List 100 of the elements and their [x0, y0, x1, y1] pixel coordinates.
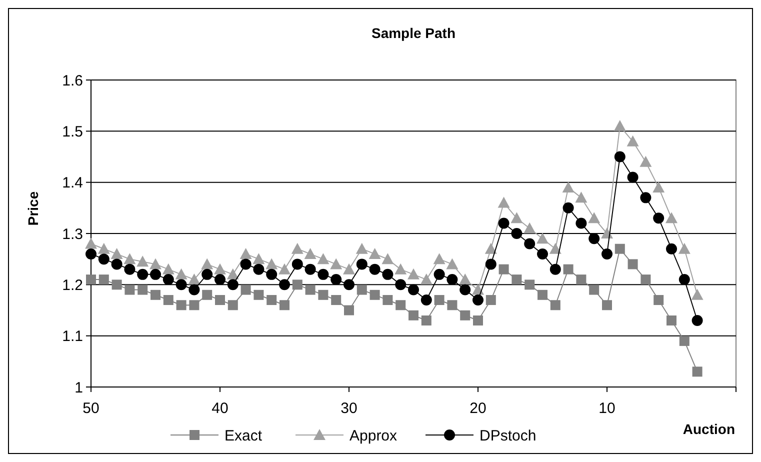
point — [408, 310, 418, 320]
point — [678, 274, 690, 286]
point — [291, 242, 304, 254]
point — [614, 244, 625, 254]
point — [576, 218, 587, 229]
point — [382, 295, 393, 306]
point — [150, 290, 160, 300]
y-tick-label: 1 — [74, 379, 83, 396]
point — [408, 284, 419, 296]
point — [215, 295, 225, 306]
point — [86, 274, 96, 285]
point — [368, 248, 381, 259]
point — [98, 274, 109, 285]
point — [304, 264, 316, 275]
point — [459, 274, 472, 285]
point — [214, 274, 226, 286]
point — [214, 263, 226, 274]
point — [292, 258, 303, 270]
point — [576, 274, 586, 285]
point — [369, 264, 380, 275]
point — [524, 280, 535, 290]
point — [138, 284, 148, 295]
point — [653, 212, 664, 224]
point — [292, 280, 302, 290]
point — [318, 268, 329, 280]
point — [420, 274, 432, 285]
point — [266, 295, 277, 306]
point — [163, 295, 174, 306]
point — [356, 258, 368, 270]
chart-title: Sample Path — [371, 25, 456, 41]
point — [498, 264, 509, 274]
x-tick-label: 20 — [470, 400, 486, 417]
y-axis-title: Price — [25, 191, 41, 226]
point — [666, 315, 676, 326]
legend-label: Exact — [224, 427, 263, 444]
point — [202, 290, 212, 300]
point — [124, 253, 136, 264]
point — [85, 238, 97, 249]
point — [330, 274, 342, 286]
point — [420, 294, 432, 306]
point — [98, 254, 110, 265]
point — [408, 268, 420, 280]
legend-label: DPstoch — [480, 427, 536, 444]
point — [575, 192, 588, 203]
point — [549, 242, 562, 254]
point — [626, 135, 639, 146]
point — [176, 300, 186, 310]
point — [150, 258, 162, 270]
point — [485, 258, 496, 270]
point — [344, 305, 354, 316]
x-axis-title: Auction — [682, 421, 735, 437]
y-tick-label: 1.2 — [62, 276, 83, 294]
point — [318, 290, 328, 300]
point — [396, 300, 406, 310]
point — [692, 314, 703, 326]
point — [330, 258, 342, 270]
point — [280, 300, 290, 310]
point — [512, 274, 522, 285]
point — [614, 120, 626, 132]
point — [434, 268, 445, 280]
point — [614, 151, 626, 162]
point — [175, 268, 188, 280]
point — [189, 300, 200, 310]
point — [562, 181, 574, 192]
x-tick-label: 50 — [82, 400, 100, 417]
point — [98, 242, 110, 254]
point — [266, 268, 278, 280]
point — [588, 233, 600, 244]
point — [691, 288, 704, 300]
point — [562, 202, 574, 214]
point — [137, 268, 148, 280]
point — [252, 253, 265, 264]
point — [640, 192, 652, 204]
point — [201, 258, 214, 270]
point — [678, 242, 690, 254]
point — [356, 284, 367, 295]
point — [382, 253, 394, 264]
point — [254, 290, 264, 300]
point — [692, 366, 702, 377]
point — [162, 274, 174, 286]
point — [188, 274, 200, 285]
point — [278, 263, 290, 274]
point — [240, 258, 252, 270]
point — [150, 268, 161, 280]
point — [654, 295, 664, 306]
point — [279, 279, 290, 290]
point — [550, 300, 560, 310]
point — [484, 242, 497, 254]
point — [511, 228, 522, 239]
x-tick-label: 10 — [598, 400, 616, 417]
point — [86, 248, 96, 260]
y-tick-label: 1.3 — [62, 226, 83, 243]
point — [524, 222, 536, 234]
point — [536, 232, 548, 244]
point — [589, 284, 600, 295]
point — [304, 248, 316, 259]
point — [498, 218, 510, 229]
point — [601, 228, 613, 238]
point — [640, 156, 652, 167]
point — [227, 279, 238, 290]
